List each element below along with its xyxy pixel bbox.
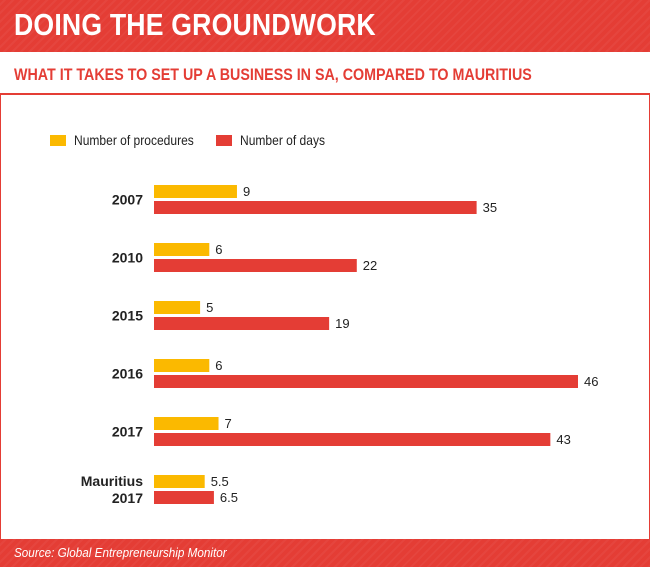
bar-procedures: [154, 359, 210, 372]
bar-days: [154, 491, 214, 504]
subtitle-band: WHAT IT TAKES TO SET UP A BUSINESS IN SA…: [0, 57, 650, 95]
value-label-procedures: 5.5: [211, 474, 229, 489]
bar-procedures: [154, 301, 201, 314]
value-label-days: 43: [556, 432, 570, 447]
bar-days: [154, 317, 330, 330]
bar-days: [154, 433, 551, 446]
value-label-procedures: 6: [215, 242, 222, 257]
value-label-days: 22: [363, 258, 377, 273]
value-label-procedures: 7: [225, 416, 232, 431]
category-label: 2015: [112, 308, 143, 324]
value-label-days: 19: [335, 316, 349, 331]
legend-swatch-days: [216, 135, 232, 146]
value-label-days: 46: [584, 374, 598, 389]
legend-label-procedures: Number of procedures: [74, 132, 194, 148]
value-label-days: 35: [483, 200, 497, 215]
chart-subtitle: WHAT IT TAKES TO SET UP A BUSINESS IN SA…: [14, 65, 532, 84]
category-label: 2007: [112, 192, 143, 208]
value-label-days: 6.5: [220, 490, 238, 505]
bar-procedures: [154, 417, 219, 430]
bar-procedures: [154, 243, 210, 256]
bar-procedures: [154, 185, 237, 198]
bar-days: [154, 375, 578, 388]
source-note: Source: Global Entrepreneurship Monitor: [14, 545, 227, 560]
bar-days: [154, 259, 357, 272]
bar-days: [154, 201, 477, 214]
category-label: Mauritius 2017: [81, 473, 143, 506]
value-label-procedures: 5: [206, 300, 213, 315]
category-label: 2016: [112, 366, 143, 382]
value-label-procedures: 9: [243, 184, 250, 199]
header-banner: DOING THE GROUNDWORK: [0, 0, 650, 52]
category-label: 2017: [112, 424, 143, 440]
legend-label-days: Number of days: [240, 132, 325, 148]
category-label: 2010: [112, 250, 143, 266]
footer-banner: Source: Global Entrepreneurship Monitor: [0, 539, 650, 567]
value-label-procedures: 6: [215, 358, 222, 373]
legend-swatch-procedures: [50, 135, 66, 146]
bar-procedures: [154, 475, 205, 488]
chart-title: DOING THE GROUNDWORK: [14, 7, 376, 42]
